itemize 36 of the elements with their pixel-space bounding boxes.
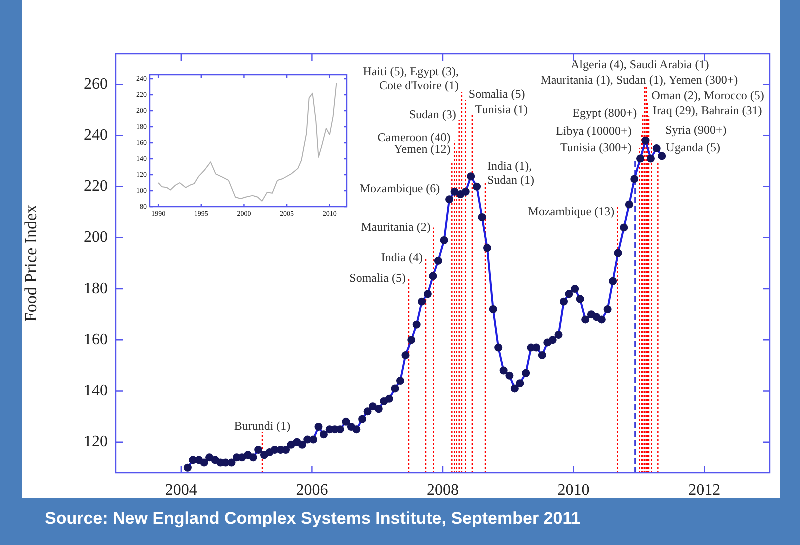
ref-line-label: Haiti (5), Egypt (3), Cote d'Ivoire (1) [363, 64, 459, 93]
x-tick-label: 2010 [558, 482, 590, 499]
ref-line-label: Sudan (3) [409, 107, 456, 122]
ref-line-label: Libya (10000+) [556, 124, 632, 138]
source-note: Source: New England Complex Systems Institute, September 2011 [45, 509, 581, 529]
x-tick-label: 2012 [688, 482, 721, 499]
ref-line-label: India (4) [381, 250, 423, 265]
ref-line-label: Cameroon (40) [378, 130, 451, 144]
y-tick-label: 160 [84, 331, 108, 348]
y-tick-label: 220 [84, 178, 108, 196]
x-tick-label: 2008 [427, 482, 459, 499]
ref-line-label: Tunisia (1) [475, 102, 528, 116]
ref-line-label: India (1), Sudan (1) [488, 159, 535, 188]
x-tick-label: 2006 [296, 482, 328, 499]
ref-line-label: Iraq (29), Bahrain (31) [653, 104, 762, 118]
ref-line-label: Mozambique (6) [360, 182, 440, 196]
ref-line-label: Oman (2), Morocco (5) [652, 88, 764, 102]
ref-line-label: Somalia (5) [350, 270, 406, 285]
ref-line-label: Uganda (5) [666, 140, 720, 155]
ref-line-label: Algeria (4), Saudi Arabia (1) [570, 58, 710, 72]
ref-line-label: Mauritania (1), Sudan (1), Yemen (300+) [540, 72, 738, 87]
x-tick-label: 2004 [165, 482, 198, 499]
y-axis-title: Food Price Index [22, 204, 41, 322]
y-tick-label: 140 [84, 382, 108, 400]
y-tick-label: 120 [84, 434, 108, 451]
ref-line-label: Syria (900+) [666, 122, 727, 137]
y-tick-label: 180 [84, 280, 108, 298]
ref-line-label: Mozambique (13) [528, 204, 615, 219]
ref-line-label: Tunisia (300+) [560, 140, 632, 155]
ref-line-label: Egypt (800+) [572, 106, 638, 120]
y-tick-label: 260 [84, 76, 108, 93]
ref-line-label: Burundi (1) [234, 419, 291, 434]
ref-line-label: Somalia (5) [468, 87, 526, 102]
ref-line-label: Mauritania (2) [361, 220, 431, 234]
y-tick-label: 200 [84, 229, 108, 246]
y-tick-label: 240 [84, 126, 108, 144]
